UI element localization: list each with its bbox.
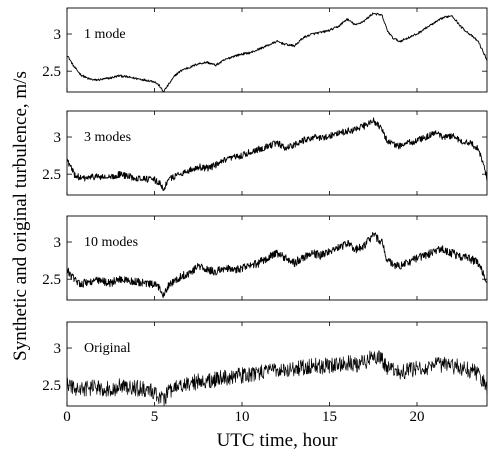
y-tick-label: 2.5: [42, 167, 61, 183]
y-tick-label: 2.5: [42, 64, 61, 80]
y-tick-label: 3: [54, 235, 62, 251]
panel-label: 10 modes: [84, 235, 138, 250]
panel-frame: [66, 215, 488, 301]
series-line: [66, 117, 488, 192]
panel-frame: [66, 321, 488, 407]
panels: 2.5 3 1 mode 2.5 3 3 modes 2.5 3 10 modes 2.5 3 Ori…: [42, 7, 488, 407]
panel-frame: [66, 7, 488, 93]
x-tick-label: 0: [63, 409, 71, 425]
panel-label: 3 modes: [84, 130, 131, 145]
y-tick-label: 2.5: [42, 378, 61, 394]
panel-label: Original: [84, 341, 131, 356]
panel-2: 2.5 3 3 modes: [42, 110, 488, 196]
panel-label: 1 mode: [84, 27, 126, 42]
series-line: [66, 232, 488, 299]
x-tick-label: 5: [151, 409, 159, 425]
y-tick-label: 3: [54, 341, 62, 357]
x-axis-title: UTC time, hour: [217, 430, 339, 451]
y-tick-label: 3: [54, 27, 62, 43]
panel-frame: [66, 110, 488, 196]
y-tick-label: 3: [54, 130, 62, 146]
y-axis-title: Synthetic and original turbulence, m/s: [10, 71, 31, 361]
x-tick-label: 10: [235, 409, 250, 425]
y-tick-label: 2.5: [42, 272, 61, 288]
series-line: [66, 350, 488, 406]
panel-3: 2.5 3 10 modes: [42, 215, 488, 301]
x-tick-label: 15: [322, 409, 337, 425]
panel-4: 2.5 3 Original: [42, 321, 488, 407]
x-axis: 0 5 10 15 20: [63, 409, 424, 425]
series-line: [66, 12, 488, 93]
x-tick-label: 20: [410, 409, 425, 425]
panel-1: 2.5 3 1 mode: [42, 7, 488, 93]
